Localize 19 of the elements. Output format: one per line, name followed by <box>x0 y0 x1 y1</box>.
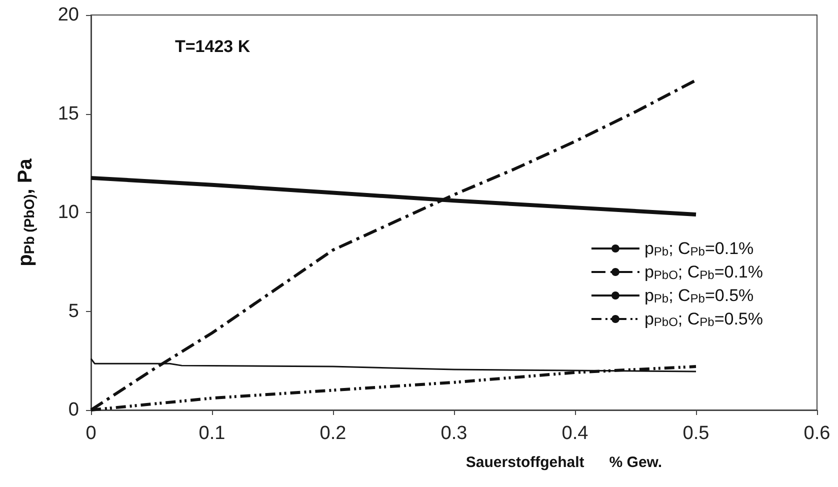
legend-label: pPbO; CPb=0.5% <box>644 310 764 329</box>
x-tick-label: 0.3 <box>440 423 468 444</box>
y-tick-label: 0 <box>68 400 79 420</box>
legend-label: pPb; CPb=0.1% <box>644 239 754 258</box>
legend-label: pPb; CPb=0.5% <box>644 286 754 306</box>
legend-label: pPbO; CPb=0.1% <box>644 262 764 282</box>
annotation: T=1423 K <box>175 37 251 56</box>
y-tick-label: 5 <box>68 300 79 322</box>
x-axis-title: Sauerstoffgehalt % Gew. <box>466 454 662 471</box>
y-tick-label: 10 <box>58 202 79 223</box>
y-tick-label: 15 <box>58 103 79 124</box>
y-axis-title: pPb (PbO), Pa <box>14 158 37 266</box>
x-tick-label: 0.2 <box>320 423 346 444</box>
x-tick-label: 0.6 <box>804 423 830 444</box>
y-tick-label: 20 <box>58 4 79 26</box>
x-tick-label: 0 <box>86 423 96 444</box>
x-tick-label: 0.4 <box>562 423 589 444</box>
x-tick-label: 0.5 <box>682 423 710 444</box>
x-tick-label: 0.1 <box>198 423 226 444</box>
